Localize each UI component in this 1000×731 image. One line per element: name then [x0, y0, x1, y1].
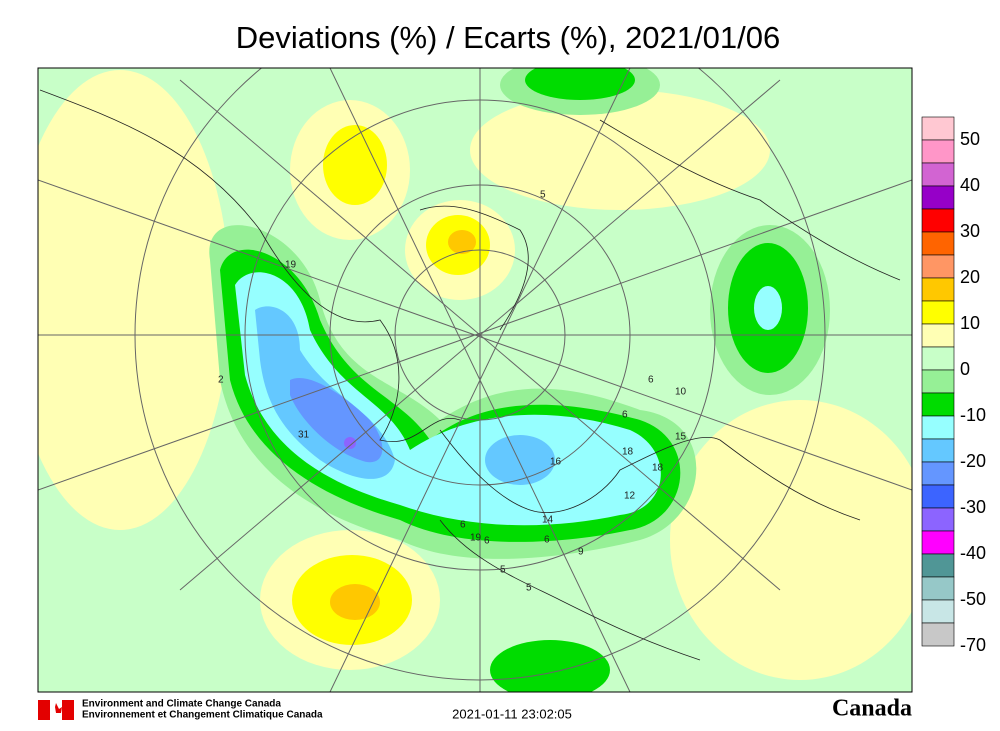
- contour-label: 6: [484, 536, 490, 547]
- legend-swatch: [921, 507, 955, 532]
- contour-label: 18: [622, 447, 634, 458]
- legend-swatch: [921, 415, 955, 440]
- legend-label: -70: [960, 635, 986, 655]
- legend-label: 40: [960, 175, 980, 195]
- contour-label: 19: [470, 533, 482, 544]
- contour-label: 18: [652, 463, 664, 474]
- legend-swatch: [921, 300, 955, 325]
- legend-swatch: [921, 553, 955, 578]
- legend-swatch: [921, 392, 955, 417]
- legend-swatch: [921, 438, 955, 463]
- legend-swatch: [921, 185, 955, 210]
- legend-label: -30: [960, 497, 986, 517]
- legend-swatch: [921, 208, 955, 233]
- contour-label: 6: [622, 410, 628, 421]
- contour-label: 15: [675, 432, 687, 443]
- contour-label: 14: [542, 515, 554, 526]
- contour-label: 5: [540, 190, 546, 201]
- timestamp: 2021-01-11 23:02:05: [452, 706, 572, 721]
- contour-label: 6: [460, 520, 466, 531]
- legend-label: -10: [960, 405, 986, 425]
- contour-label: 6: [648, 375, 654, 386]
- legend-swatch: [921, 622, 955, 647]
- legend-swatch: [921, 530, 955, 555]
- legend-swatch: [921, 254, 955, 279]
- agency-en: Environment and Climate Change Canada: [82, 699, 281, 710]
- legend-swatch: [921, 323, 955, 348]
- map: 6 10 6 15 18 18 12 16 14 6 9 5 5 31 6 19…: [38, 68, 912, 692]
- legend-swatch: [921, 116, 955, 141]
- contour-label: 12: [624, 491, 636, 502]
- legend-label: 20: [960, 267, 980, 287]
- legend-label: 50: [960, 129, 980, 149]
- legend-swatch: [921, 277, 955, 302]
- contour-label: 5: [500, 565, 506, 576]
- contour-label: 16: [550, 457, 562, 468]
- legend-swatch: [921, 139, 955, 164]
- contour-label: 2: [218, 375, 224, 386]
- legend-swatch: [921, 346, 955, 371]
- wordmark: Canada: [832, 696, 912, 722]
- title: Deviations (%) / Ecarts (%), 2021/01/06: [236, 20, 780, 55]
- agency-fr: Environnement et Changement Climatique C…: [82, 710, 323, 721]
- legend-label: 0: [960, 359, 970, 379]
- legend-swatch: [921, 599, 955, 624]
- contour-label: 31: [298, 430, 310, 441]
- contour-label: 6: [544, 535, 550, 546]
- legend-label: -20: [960, 451, 986, 471]
- legend-label: 30: [960, 221, 980, 241]
- legend: 50 40 30 20 10 0 -10 -20 -30 -40 -50 -70: [921, 116, 986, 655]
- legend-swatch: [921, 231, 955, 256]
- map-frame: [37, 67, 913, 693]
- legend-swatch: [921, 484, 955, 509]
- contour-label: 5: [526, 583, 532, 594]
- legend-swatch: [921, 369, 955, 394]
- contour-label: 10: [675, 387, 687, 398]
- legend-swatch: [921, 162, 955, 187]
- legend-label: 10: [960, 313, 980, 333]
- legend-swatch: [921, 576, 955, 601]
- footer: Environment and Climate Change Canada En…: [38, 696, 912, 722]
- legend-label: -50: [960, 589, 986, 609]
- legend-swatch: [921, 461, 955, 486]
- contour-label: 9: [578, 547, 584, 558]
- legend-label: -40: [960, 543, 986, 563]
- contour-label: 19: [285, 260, 297, 271]
